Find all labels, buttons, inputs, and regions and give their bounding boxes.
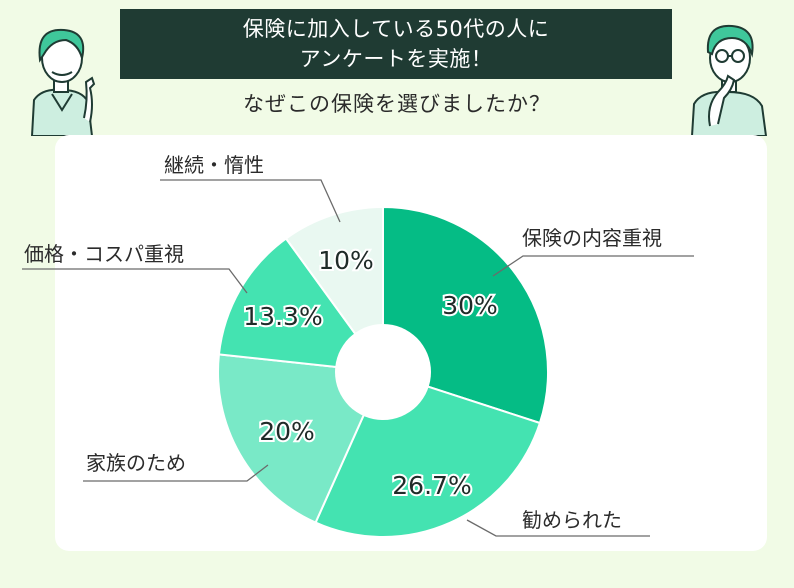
category-label-3: 家族のため xyxy=(86,451,186,475)
slice-value-label-4: 13.3% xyxy=(243,302,322,331)
woman-pointing-illustration xyxy=(30,28,96,136)
title-banner: 保険に加入している50代の人に アンケートを実施！ xyxy=(120,9,672,79)
callout-line-3 xyxy=(83,464,269,482)
category-label-5: 継続・惰性 xyxy=(164,153,264,177)
slice-value-label-3: 20% xyxy=(259,417,315,446)
slice-value-label-2: 26.7% xyxy=(392,471,471,500)
slice-value-label-1: 30% xyxy=(442,291,498,320)
callout-line-2 xyxy=(466,519,650,537)
category-label-2: 勧められた xyxy=(522,508,622,532)
callout-line-5 xyxy=(160,179,341,223)
callout-line-1 xyxy=(492,255,694,277)
title-line-1: 保険に加入している50代の人に xyxy=(242,17,550,41)
category-label-1: 保険の内容重視 xyxy=(522,226,662,250)
callout-line-4 xyxy=(22,268,248,294)
pie-slice-4 xyxy=(217,237,386,374)
slice-value-label-5: 10% xyxy=(318,246,374,275)
title-line-2: アンケートを実施！ xyxy=(299,47,493,71)
question-subtitle: なぜこの保険を選びましたか？ xyxy=(243,92,551,116)
donut-hole xyxy=(335,324,431,420)
category-label-4: 価格・コスパ重視 xyxy=(24,242,184,266)
man-thinking-illustration xyxy=(690,24,768,136)
